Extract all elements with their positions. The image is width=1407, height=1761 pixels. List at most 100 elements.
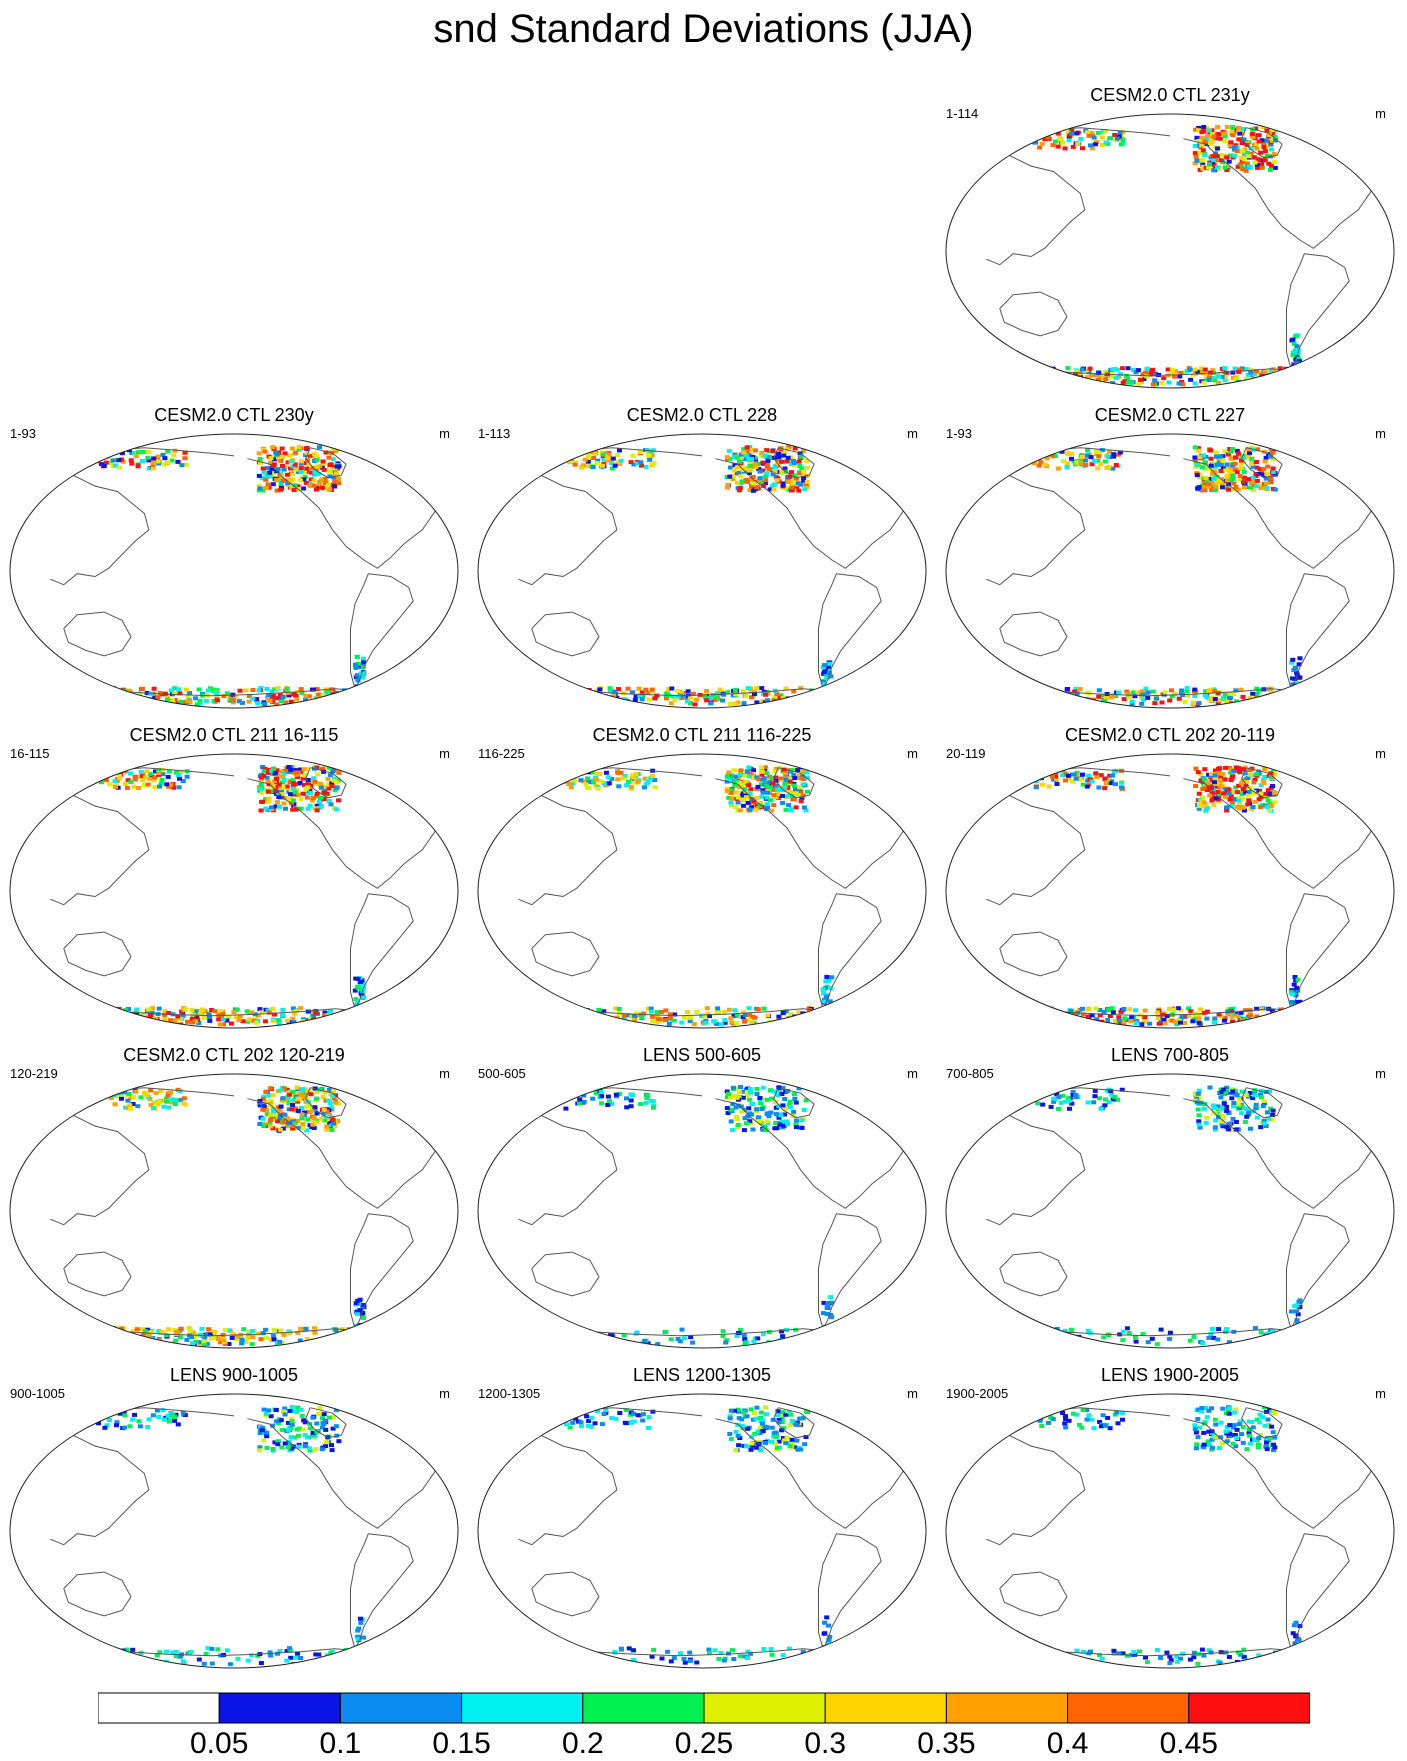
snow-cell-antarctic	[1303, 702, 1308, 706]
snow-cell-arctic	[326, 1099, 331, 1103]
snow-cell-arctic	[799, 483, 804, 487]
snow-cell-antarctic	[1069, 1342, 1074, 1346]
snow-cell-antarctic	[719, 1022, 724, 1026]
snow-cell-antarctic	[833, 1018, 838, 1022]
snow-cell-siberia	[583, 782, 588, 786]
snow-cell-arctic	[1258, 1125, 1263, 1129]
snow-cell-antarctic	[1047, 698, 1052, 702]
snow-cell-andes	[826, 979, 831, 983]
snow-cell-antarctic	[1210, 1327, 1215, 1331]
snow-cell-arctic	[802, 1108, 807, 1112]
snow-cell-antarctic	[247, 1017, 252, 1021]
snow-cell-antarctic	[216, 1337, 221, 1341]
snow-cell-arctic	[781, 454, 786, 458]
snow-cell-siberia	[1091, 1100, 1096, 1104]
snow-cell-arctic	[281, 772, 286, 776]
snow-cell-arctic	[783, 772, 788, 776]
snow-cell-antarctic	[245, 1009, 250, 1013]
snow-cell-antarctic	[358, 1328, 363, 1332]
snow-cell-antarctic	[582, 1337, 587, 1341]
snow-cell-arctic	[1235, 790, 1240, 794]
snow-cell-antarctic	[369, 1327, 374, 1331]
snow-cell-antarctic	[1042, 1331, 1047, 1335]
snow-cell-antarctic	[359, 701, 364, 705]
snow-cell-antarctic	[1075, 382, 1080, 386]
snow-cell-arctic	[283, 1413, 288, 1417]
snow-cell-antarctic	[333, 1015, 338, 1019]
snow-cell-antarctic	[1110, 367, 1115, 371]
snow-cell-arctic	[298, 781, 303, 785]
snow-cell-antarctic	[586, 1334, 591, 1338]
snow-cell-antarctic	[1299, 1007, 1304, 1011]
snow-cell-arctic	[748, 1087, 753, 1091]
snow-cell-arctic	[314, 1121, 319, 1125]
snow-cell-arctic	[1219, 469, 1224, 473]
australia-coast	[532, 932, 599, 976]
snow-cell-siberia	[146, 783, 151, 787]
snow-cell-antarctic	[221, 1338, 226, 1342]
snow-cell-siberia	[638, 460, 643, 464]
snow-cell-antarctic	[1052, 693, 1057, 697]
snow-cell-siberia	[162, 456, 167, 460]
snow-cell-antarctic	[1042, 1334, 1047, 1338]
snow-cell-antarctic	[844, 689, 849, 693]
snow-cell-antarctic	[118, 702, 123, 706]
snow-cell-arctic	[1242, 485, 1247, 489]
snow-cell-arctic	[726, 1092, 731, 1096]
snow-cell-antarctic	[342, 694, 347, 698]
snow-cell-arctic	[1213, 485, 1218, 489]
snow-cell-arctic	[737, 460, 742, 464]
snow-cell-antarctic	[1307, 1013, 1312, 1017]
snow-cell-siberia	[156, 771, 161, 775]
snow-cell-antarctic	[109, 691, 114, 695]
snow-cell-antarctic	[1188, 1339, 1193, 1343]
snow-cell-antarctic	[355, 1018, 360, 1022]
snow-cell-antarctic	[1203, 368, 1208, 372]
snow-cell-arctic	[1258, 805, 1263, 809]
snow-cell-arctic	[725, 483, 730, 487]
snow-cell-antarctic	[212, 1330, 217, 1334]
snow-cell-antarctic	[340, 1342, 345, 1346]
snow-cell-antarctic	[148, 1014, 153, 1018]
snow-cell-antarctic	[1295, 374, 1300, 378]
snow-cell-arctic	[1255, 1116, 1260, 1120]
snow-cell-antarctic	[1122, 1016, 1127, 1020]
snow-cell-antarctic	[759, 686, 764, 690]
snow-cell-antarctic	[848, 696, 853, 700]
snow-cell-antarctic	[259, 1337, 264, 1341]
snow-cell-antarctic	[1102, 1010, 1107, 1014]
snow-cell-antarctic	[292, 692, 297, 696]
map-frame	[478, 1074, 926, 1348]
snow-cell-arctic	[1219, 153, 1224, 157]
world-map	[944, 752, 1396, 1030]
snow-cell-arctic	[728, 1095, 733, 1099]
snow-cell-arctic	[329, 802, 334, 806]
snow-cell-antarctic	[1094, 1007, 1099, 1011]
snow-cell-siberia	[1096, 454, 1101, 458]
snow-cell-siberia	[599, 1101, 604, 1105]
snow-cell-antarctic	[256, 702, 261, 706]
snow-cell-siberia	[599, 1090, 604, 1094]
snow-cell-antarctic	[569, 1009, 574, 1013]
snow-cell-antarctic	[337, 1341, 342, 1345]
snow-cell-antarctic	[1221, 697, 1226, 701]
snow-cell-siberia	[147, 777, 152, 781]
snow-cell-antarctic	[1046, 1020, 1051, 1024]
snow-cell-arctic	[1232, 154, 1237, 158]
snow-cell-antarctic	[676, 1337, 681, 1341]
snow-cell-siberia	[626, 780, 631, 784]
snow-cell-antarctic	[1216, 1327, 1221, 1331]
snow-cell-arctic	[765, 791, 770, 795]
snow-cell-siberia	[629, 1099, 634, 1103]
snow-cell-antarctic	[824, 1011, 829, 1015]
snow-cell-arctic	[330, 784, 335, 788]
snow-cell-antarctic	[1146, 690, 1151, 694]
snow-cell-arctic	[319, 479, 324, 483]
snow-cell-andes	[828, 1295, 833, 1299]
snow-cell-antarctic	[298, 1327, 303, 1331]
snow-cell-antarctic	[207, 1019, 212, 1023]
snow-cell-arctic	[1196, 1092, 1201, 1096]
snow-cell-siberia	[1080, 773, 1085, 777]
snow-cell-arctic	[781, 1103, 786, 1107]
snow-cell-antarctic	[1032, 1014, 1037, 1018]
